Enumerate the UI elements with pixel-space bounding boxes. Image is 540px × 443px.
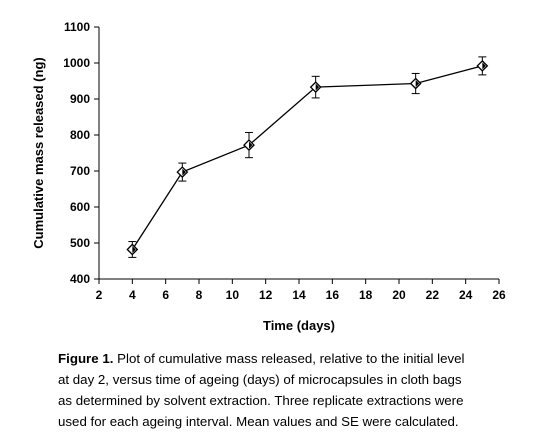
x-ticks: 2 4 6 8 10 12 14 16 18 20 22 24 26 — [96, 279, 506, 302]
series-line — [131, 65, 483, 250]
x-tick-label: 8 — [196, 288, 203, 302]
y-tick-label: 700 — [70, 164, 90, 178]
figure-label: Figure 1. — [58, 351, 114, 366]
y-tick-label: 900 — [70, 92, 90, 106]
caption-line: at day 2, versus time of ageing (days) o… — [58, 372, 462, 387]
y-tick-label: 400 — [70, 272, 90, 286]
y-tick-label: 1000 — [63, 56, 90, 70]
x-tick-label: 12 — [259, 288, 273, 302]
y-tick-label: 500 — [70, 236, 90, 250]
x-tick-label: 24 — [459, 288, 473, 302]
figure-caption: Figure 1. Plot of cumulative mass releas… — [58, 348, 528, 432]
y-ticks: 400 500 600 700 800 900 1000 1100 — [63, 20, 99, 286]
x-tick-label: 22 — [426, 288, 440, 302]
y-tick-label: 800 — [70, 128, 90, 142]
data-point-shade — [482, 62, 486, 70]
y-axis-title: Cumulative mass released (ng) — [31, 57, 46, 248]
y-tick-label: 600 — [70, 200, 90, 214]
chart-axes — [98, 27, 499, 280]
data-point-shade — [315, 83, 320, 91]
caption-line: Plot of cumulative mass released, relati… — [117, 351, 465, 366]
x-tick-label: 26 — [492, 288, 506, 302]
data-point-shade — [249, 141, 253, 149]
x-tick-label: 18 — [359, 288, 373, 302]
x-tick-label: 2 — [96, 288, 103, 302]
data-point-shade — [132, 245, 136, 253]
x-tick-label: 4 — [129, 288, 136, 302]
x-axis-title: Time (days) — [263, 318, 335, 333]
x-tick-label: 6 — [162, 288, 169, 302]
x-tick-label: 10 — [226, 288, 240, 302]
x-tick-label: 16 — [326, 288, 340, 302]
x-tick-label: 14 — [292, 288, 306, 302]
data-point-shade — [415, 80, 420, 88]
chart: 2 4 6 8 10 12 14 16 18 20 22 24 26 40050060070080090… — [31, 20, 506, 333]
caption-line: used for each ageing interval. Mean valu… — [58, 414, 459, 429]
data-point-shade — [182, 168, 186, 176]
y-tick-label: 1100 — [64, 20, 90, 34]
x-tick-label: 20 — [392, 288, 406, 302]
data-series — [126, 56, 489, 258]
caption-line: as determined by solvent extraction. Thr… — [58, 393, 464, 408]
